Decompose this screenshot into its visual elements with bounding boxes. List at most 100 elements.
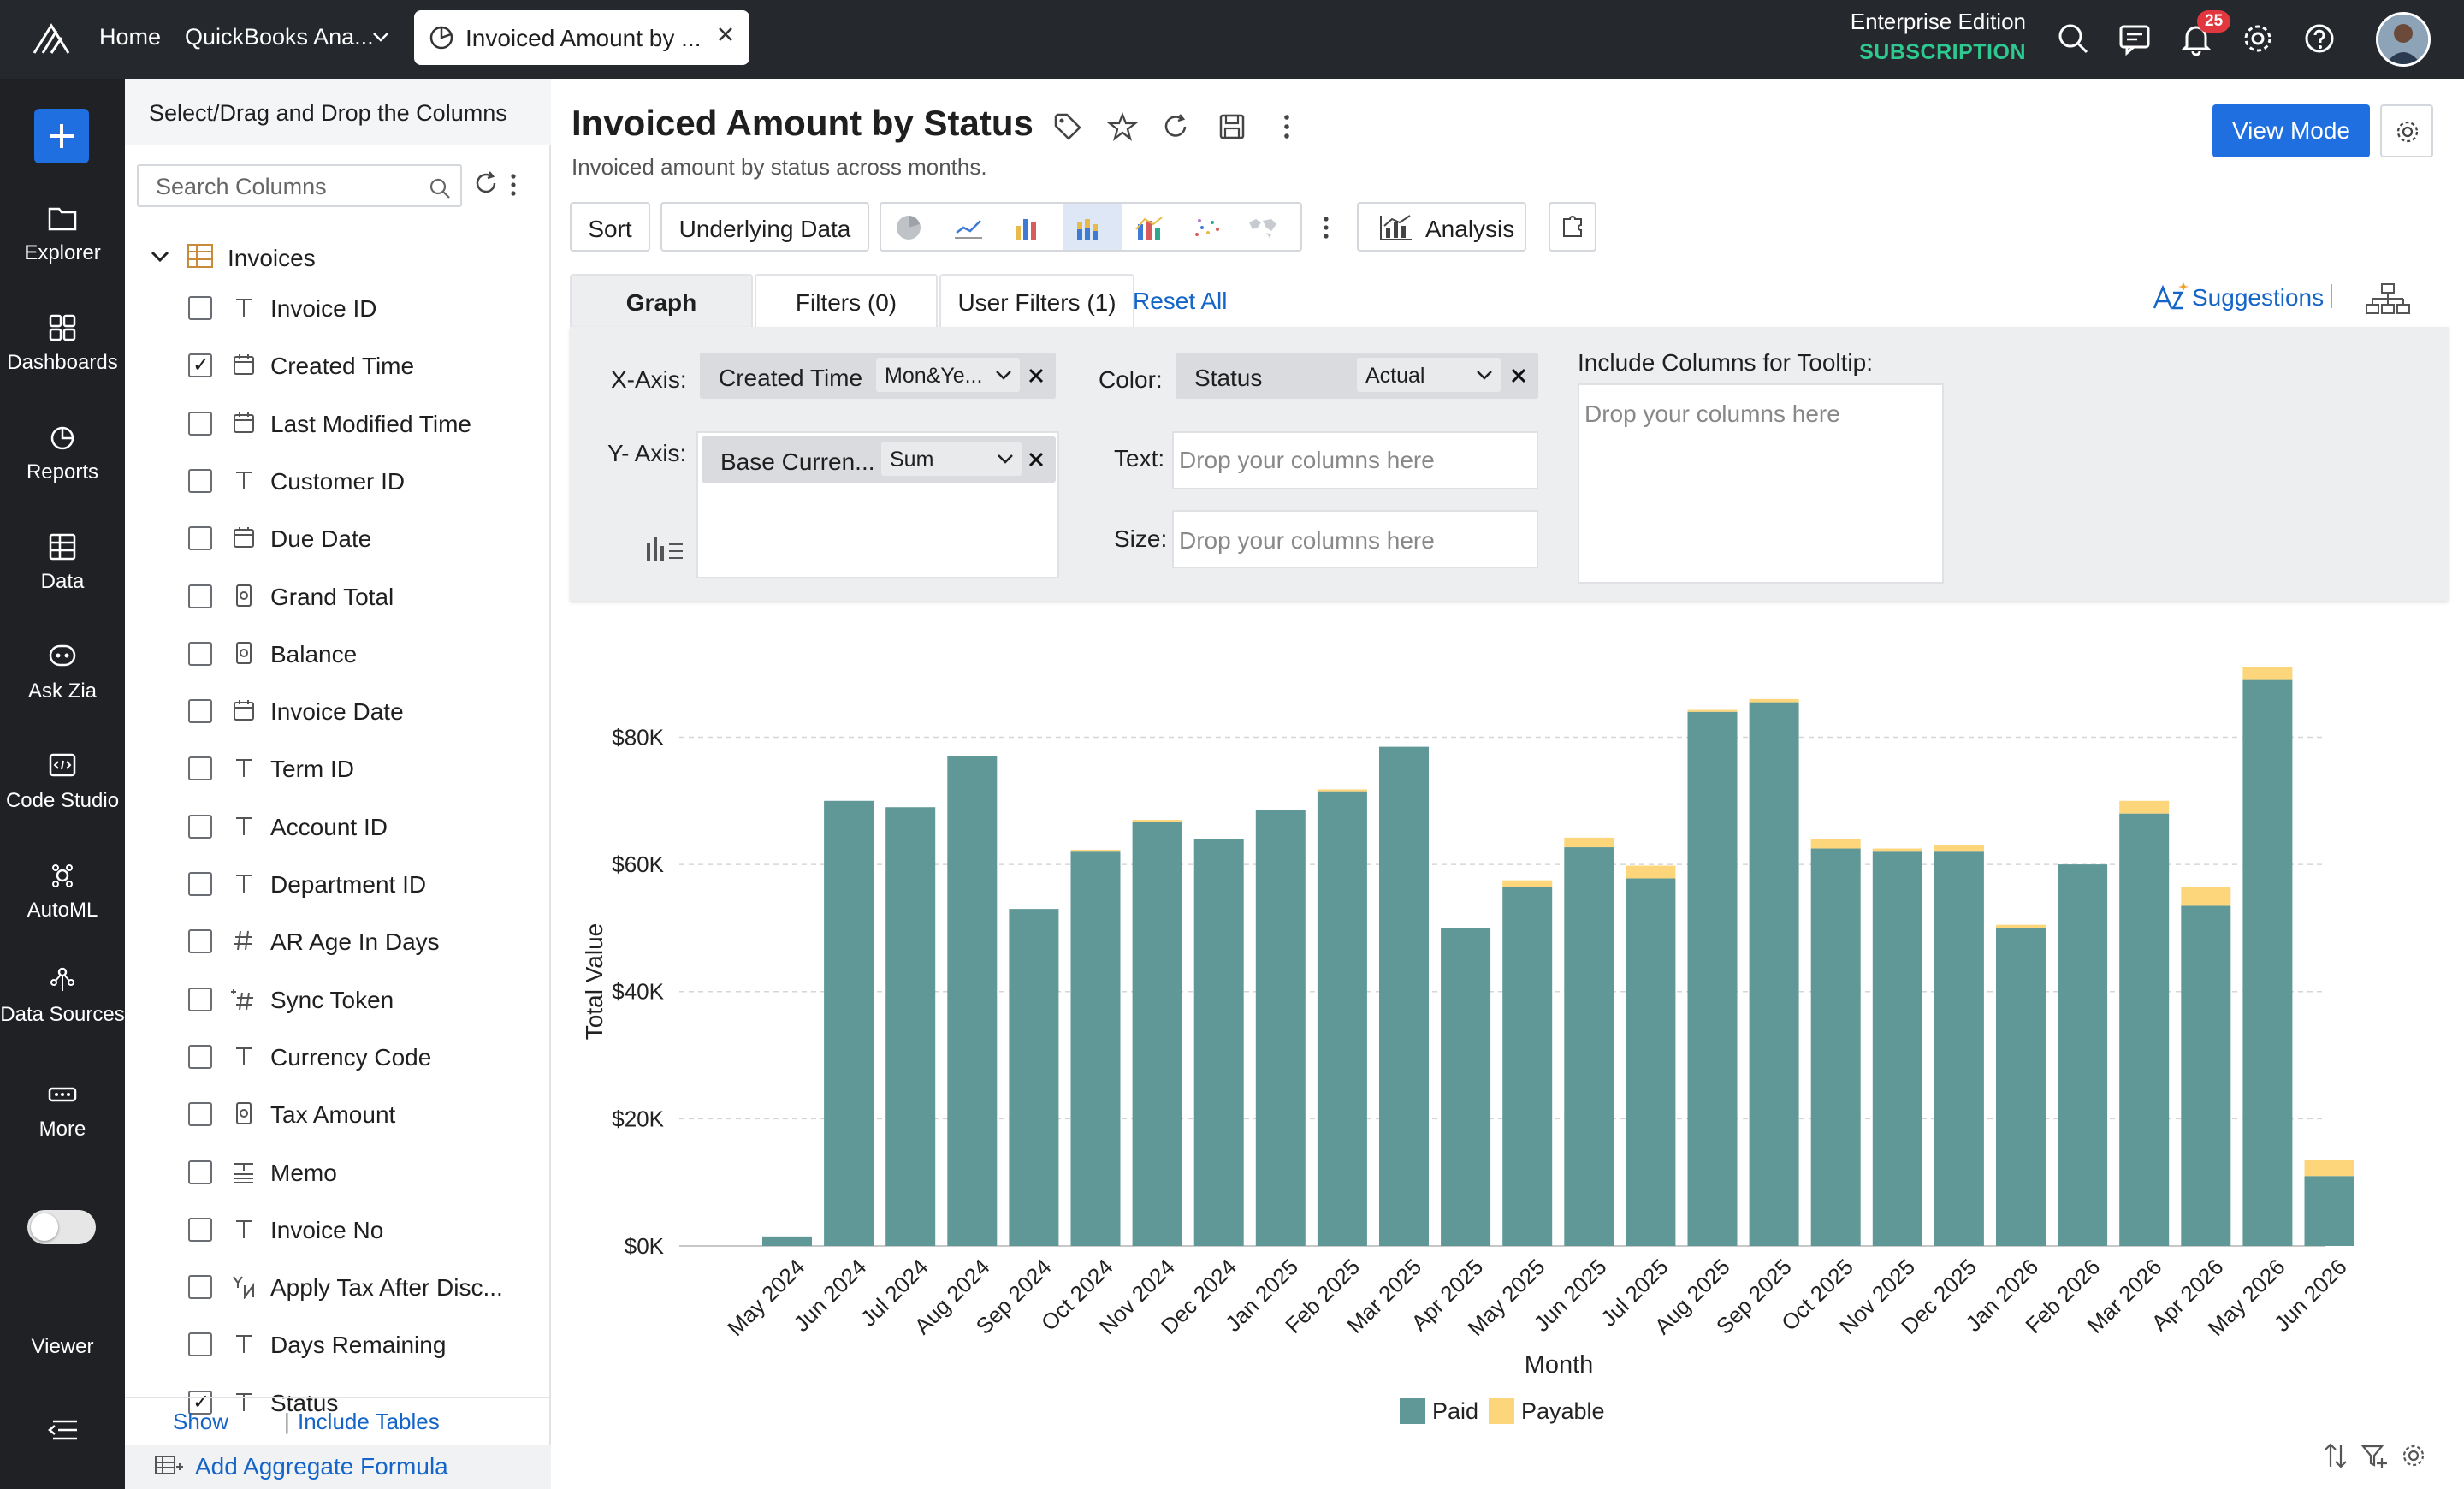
close-icon[interactable] [714, 22, 737, 46]
bar-paid[interactable] [1564, 847, 1614, 1246]
add-aggregate-formula-link[interactable]: Add Aggregate Formula [195, 1453, 448, 1480]
bar-paid[interactable] [2119, 813, 2170, 1246]
column-item[interactable]: Customer ID [188, 464, 548, 498]
column-item[interactable]: AR Age In Days [188, 924, 548, 958]
column-item[interactable]: Last Modified Time [188, 406, 548, 441]
refresh-icon[interactable] [1160, 111, 1191, 142]
hierarchy-icon[interactable] [2365, 282, 2411, 315]
tab-graph[interactable]: Graph [570, 274, 753, 329]
text-shelf[interactable]: Drop your columns here [1172, 431, 1538, 489]
column-checkbox[interactable] [188, 1044, 212, 1069]
bar-payable[interactable] [1687, 709, 1738, 712]
column-item[interactable]: Account ID [188, 810, 548, 844]
column-item[interactable]: Currency Code [188, 1040, 548, 1074]
nav-reports[interactable]: Reports [0, 423, 125, 484]
underlying-data-button[interactable]: Underlying Data [660, 202, 869, 252]
bar-paid[interactable] [1687, 711, 1738, 1246]
column-checkbox[interactable] [188, 1390, 212, 1415]
tab-user-filters[interactable]: User Filters (1) [939, 274, 1134, 329]
column-item[interactable]: Invoice No [188, 1213, 548, 1247]
column-item[interactable]: Grand Total [188, 579, 548, 614]
bar-payable[interactable] [1934, 845, 1984, 852]
column-item[interactable]: Memo [188, 1155, 548, 1189]
bar-payable[interactable] [1070, 850, 1121, 852]
add-measure-icon[interactable] [645, 534, 684, 563]
nav-dashboards[interactable]: Dashboards [0, 313, 125, 375]
column-checkbox[interactable] [188, 641, 212, 666]
bar-paid[interactable] [1009, 909, 1059, 1246]
bar-paid[interactable] [1132, 822, 1182, 1246]
bar-payable[interactable] [1872, 848, 1922, 852]
bar-paid[interactable] [1810, 848, 1861, 1246]
bar-payable[interactable] [1317, 789, 1367, 792]
nav-code-studio[interactable]: Code Studio [0, 751, 125, 813]
bar-paid[interactable] [1070, 851, 1121, 1246]
kebab-menu-icon[interactable] [505, 169, 522, 200]
bar-payable[interactable] [1749, 698, 1799, 703]
bar-payable[interactable] [1502, 880, 1553, 887]
remove-y-axis-icon[interactable] [1027, 450, 1045, 469]
column-checkbox[interactable] [188, 872, 212, 896]
sort-toggle-icon[interactable] [2322, 1441, 2351, 1470]
column-checkbox[interactable] [188, 1102, 212, 1127]
bar-payable[interactable] [2304, 1160, 2354, 1177]
column-checkbox[interactable] [188, 468, 212, 493]
analysis-button[interactable]: Analysis [1357, 202, 1526, 252]
column-checkbox[interactable] [188, 1332, 212, 1357]
bar-payable[interactable] [1132, 820, 1182, 822]
gear-icon[interactable] [2399, 1441, 2428, 1470]
nav-explorer[interactable]: Explorer [0, 204, 125, 265]
column-checkbox[interactable] [188, 411, 212, 436]
tag-icon[interactable] [1052, 111, 1083, 142]
tab-filters[interactable]: Filters (0) [755, 274, 938, 329]
column-checkbox[interactable] [188, 1275, 212, 1300]
workspace-dropdown[interactable]: QuickBooks Ana... [185, 24, 374, 50]
add-aggregate-formula-bar[interactable]: Add Aggregate Formula [125, 1445, 551, 1489]
column-checkbox[interactable] [188, 987, 212, 1011]
column-item[interactable]: Created Time [188, 348, 548, 383]
bar-payable[interactable] [1996, 924, 2046, 928]
filter-icon[interactable] [2360, 1441, 2389, 1470]
column-item[interactable]: Term ID [188, 751, 548, 786]
bar-paid[interactable] [1441, 928, 1491, 1246]
bar-paid[interactable] [1194, 839, 1244, 1246]
reset-all-link[interactable]: Reset All [1133, 288, 1228, 314]
home-link[interactable]: Home [99, 24, 162, 50]
pie-chart-type-icon[interactable] [891, 212, 926, 243]
app-logo-icon[interactable] [31, 19, 72, 60]
color-column-chip[interactable]: Status Actual [1176, 353, 1538, 399]
column-item[interactable]: Apply Tax After Disc... [188, 1270, 548, 1304]
avatar[interactable] [2376, 12, 2431, 67]
bar-paid[interactable] [1502, 887, 1553, 1246]
chevron-down-icon[interactable] [370, 26, 392, 48]
bar-paid[interactable] [2058, 864, 2108, 1246]
chat-icon[interactable] [2115, 19, 2154, 58]
x-axis-column-chip[interactable]: Created Time Mon&Ye... [700, 353, 1056, 399]
nav-data[interactable]: Data [0, 532, 125, 594]
column-item[interactable]: Tax Amount [188, 1097, 548, 1131]
bar-payable[interactable] [1810, 839, 1861, 849]
report-settings-button[interactable] [2380, 104, 2433, 157]
bar-paid[interactable] [1872, 851, 1922, 1246]
refresh-icon[interactable] [471, 168, 501, 199]
view-mode-button[interactable]: View Mode [2212, 104, 2370, 157]
search-icon[interactable] [2053, 19, 2093, 58]
column-checkbox[interactable] [188, 1160, 212, 1184]
nav-more[interactable]: More [0, 1080, 125, 1142]
remove-color-icon[interactable] [1509, 366, 1528, 385]
size-shelf[interactable]: Drop your columns here [1172, 510, 1538, 568]
include-tables-link[interactable]: Include Tables [298, 1409, 440, 1434]
legend-label[interactable]: Payable [1521, 1398, 1605, 1424]
sort-button[interactable]: Sort [570, 202, 650, 252]
column-item[interactable]: Invoice Date [188, 694, 548, 728]
column-checkbox[interactable] [188, 1217, 212, 1242]
bar-paid[interactable] [2242, 679, 2293, 1246]
bar-payable[interactable] [1564, 837, 1614, 848]
nav-data-sources[interactable]: Data Sources [0, 965, 125, 1027]
bar-paid[interactable] [886, 807, 936, 1246]
stacked-bar-chart-type-icon[interactable] [1071, 212, 1105, 243]
column-checkbox[interactable] [188, 353, 212, 378]
column-item[interactable]: Days Remaining [188, 1327, 548, 1361]
star-icon[interactable] [1107, 111, 1138, 142]
column-checkbox[interactable] [188, 699, 212, 724]
